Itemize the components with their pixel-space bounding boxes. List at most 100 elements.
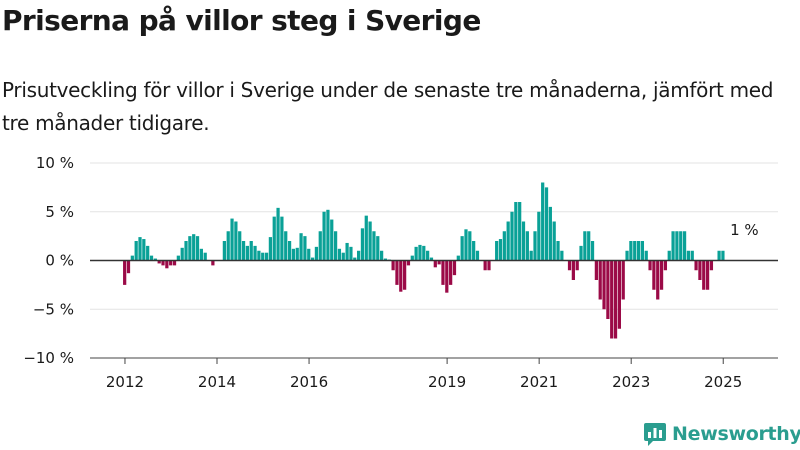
bar xyxy=(333,231,338,261)
bar xyxy=(383,258,388,261)
bar xyxy=(433,260,437,268)
bar xyxy=(629,241,633,261)
x-tick-label: 2012 xyxy=(106,373,144,391)
bar xyxy=(648,260,652,271)
x-tick-label: 2014 xyxy=(198,373,236,391)
bar xyxy=(533,231,537,261)
bar xyxy=(310,257,315,261)
bar xyxy=(295,247,299,261)
bar xyxy=(241,241,246,261)
y-tick-label: 0 % xyxy=(45,252,74,270)
bar xyxy=(192,234,196,261)
bar xyxy=(456,255,460,261)
bar xyxy=(330,219,334,261)
bar xyxy=(652,260,656,290)
bar xyxy=(291,248,296,261)
bars xyxy=(123,182,725,339)
bar xyxy=(403,260,407,290)
bar xyxy=(659,260,664,290)
bar xyxy=(702,260,706,290)
bar xyxy=(299,233,303,261)
bar xyxy=(272,216,276,261)
bar xyxy=(368,221,372,261)
bar xyxy=(682,231,687,261)
bar xyxy=(238,231,242,261)
x-axis: 2012 2014 2016 2019 2021 2023 2025 xyxy=(90,357,778,391)
bar xyxy=(195,236,200,261)
bar xyxy=(123,260,127,285)
bar xyxy=(307,248,311,261)
bar xyxy=(686,250,691,261)
bar xyxy=(475,250,480,261)
bar xyxy=(337,248,342,261)
bar xyxy=(345,242,349,261)
bar xyxy=(525,231,529,261)
bar xyxy=(418,244,422,261)
bar xyxy=(694,260,698,271)
bar xyxy=(199,248,203,261)
bar xyxy=(544,187,549,261)
bar xyxy=(230,218,234,261)
bar xyxy=(184,241,188,261)
bar xyxy=(663,260,668,271)
bar xyxy=(226,231,230,261)
bar xyxy=(579,245,583,261)
bar xyxy=(341,252,345,261)
bar xyxy=(621,260,625,300)
x-tick-label: 2023 xyxy=(612,373,650,391)
chart-subtitle: Prisutveckling för villor i Sverige unde… xyxy=(2,78,774,135)
bar xyxy=(161,260,165,266)
bar xyxy=(529,250,533,261)
bar xyxy=(441,260,445,285)
bar xyxy=(675,231,679,261)
bar xyxy=(625,250,629,261)
bar xyxy=(264,252,269,261)
bar xyxy=(587,231,591,261)
bar xyxy=(590,241,595,261)
bar xyxy=(510,211,514,261)
bar xyxy=(709,260,714,271)
bar xyxy=(483,260,487,271)
bar xyxy=(636,241,641,261)
bar-chart-logo-icon xyxy=(644,423,666,446)
bar xyxy=(452,260,457,276)
bar xyxy=(326,209,330,261)
bar xyxy=(617,260,621,329)
bar xyxy=(560,250,564,261)
chart-title: Priserna på villor steg i Sverige xyxy=(2,4,481,37)
bar xyxy=(506,221,510,261)
bar xyxy=(514,202,518,261)
bar xyxy=(360,228,365,261)
bar xyxy=(698,260,702,280)
bar xyxy=(126,260,131,274)
bar xyxy=(249,241,253,261)
bar xyxy=(422,245,426,261)
bar xyxy=(667,250,671,261)
y-tick-label: −10 % xyxy=(23,349,74,367)
bar xyxy=(153,258,157,261)
bar xyxy=(303,236,307,261)
bar xyxy=(245,245,249,261)
bar xyxy=(222,241,226,261)
bar xyxy=(134,241,138,261)
bar xyxy=(575,260,579,271)
newsworthy-logo: Newsworthy xyxy=(644,420,800,448)
bar xyxy=(437,260,441,265)
bar xyxy=(567,260,572,271)
bar xyxy=(717,250,721,261)
bar xyxy=(552,221,556,261)
bar xyxy=(518,202,522,261)
bar xyxy=(606,260,610,319)
x-tick-label: 2025 xyxy=(704,373,742,391)
bar xyxy=(414,246,418,261)
bar xyxy=(721,250,725,261)
bar xyxy=(495,241,499,261)
bar xyxy=(705,260,710,290)
bar xyxy=(349,246,353,261)
latest-value-label: 1 % xyxy=(730,221,759,239)
bar xyxy=(356,250,361,261)
bar xyxy=(234,221,238,261)
bar xyxy=(468,231,472,261)
y-tick-label: 5 % xyxy=(45,203,74,221)
bar xyxy=(613,260,618,339)
